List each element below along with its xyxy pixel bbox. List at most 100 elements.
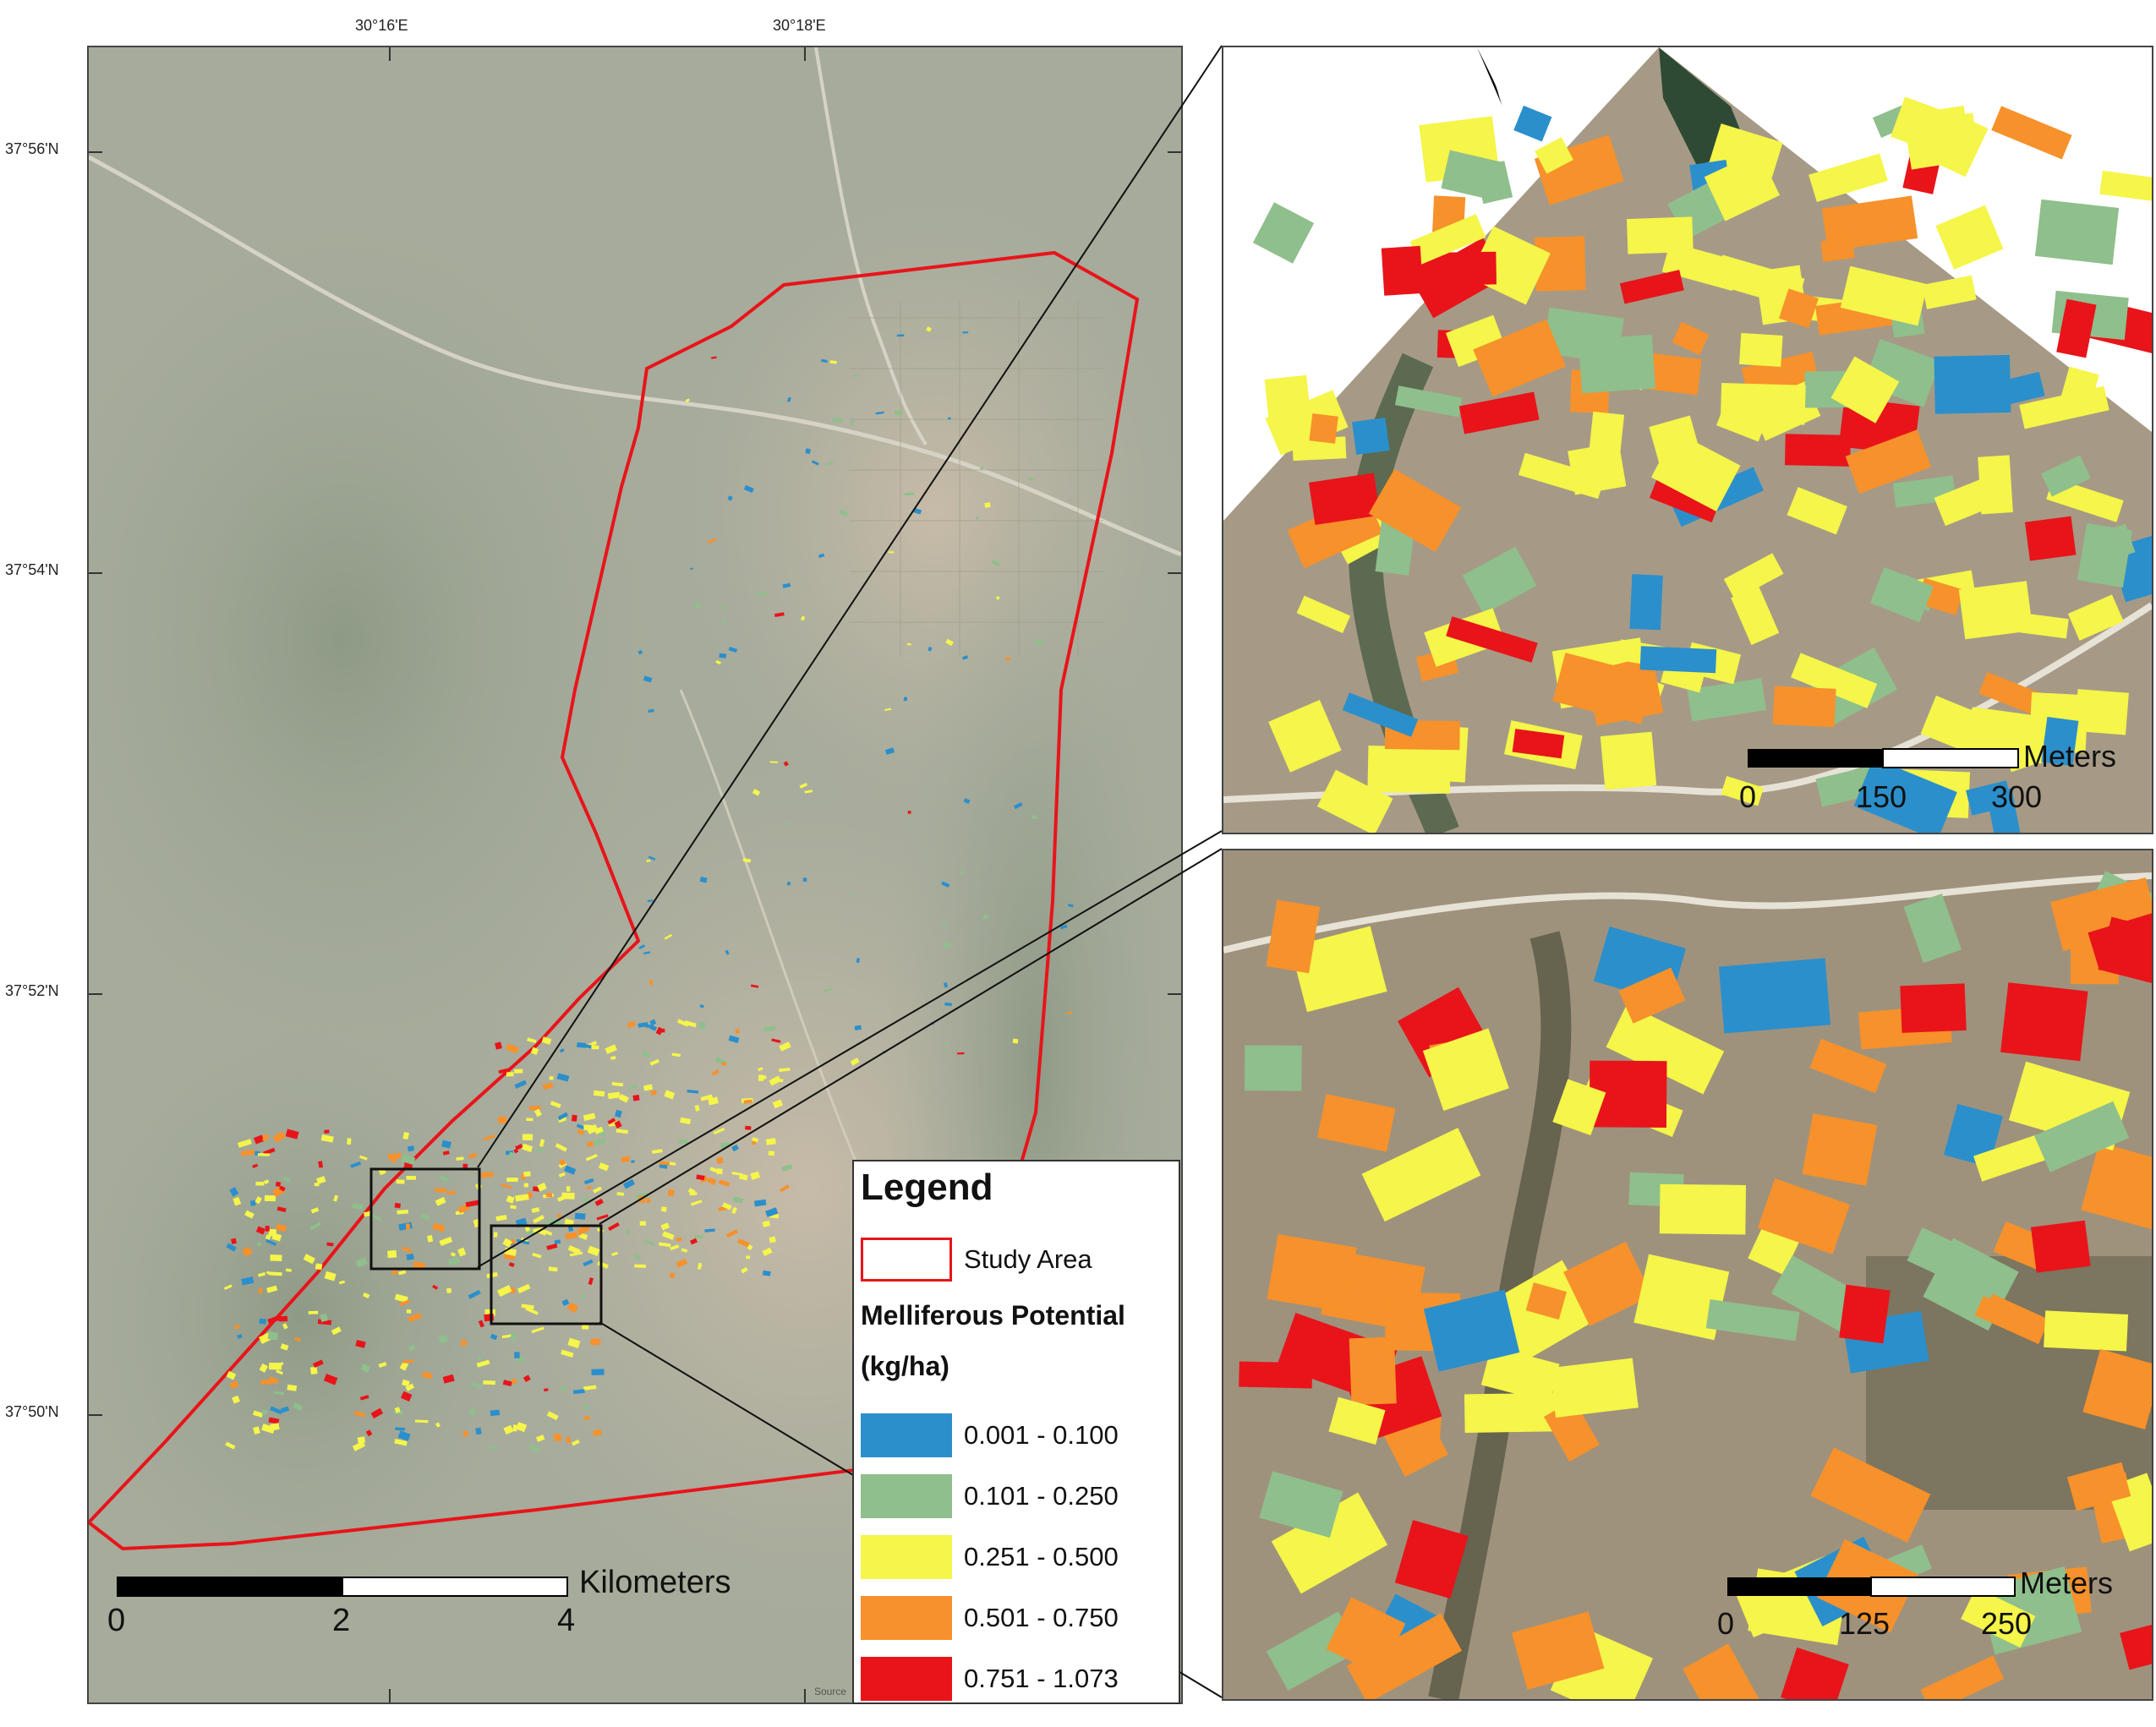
legend-class-label-4: 0.501 - 0.750 bbox=[964, 1603, 1119, 1632]
parcel bbox=[1991, 106, 2072, 160]
parcel bbox=[758, 1074, 764, 1081]
parcel bbox=[310, 1366, 318, 1375]
parcel bbox=[2044, 1310, 2129, 1352]
parcel bbox=[574, 1212, 586, 1220]
parcel bbox=[1469, 226, 1551, 305]
parcel bbox=[1346, 1613, 1463, 1699]
parcel bbox=[1012, 1038, 1019, 1044]
parcel bbox=[257, 1153, 270, 1156]
parcel bbox=[261, 1424, 276, 1434]
parcel bbox=[446, 1287, 452, 1293]
parcel bbox=[1342, 692, 1419, 737]
parcel bbox=[590, 1338, 601, 1346]
parcel bbox=[439, 1236, 453, 1246]
parcel bbox=[352, 1440, 366, 1451]
parcel bbox=[241, 1276, 254, 1286]
parcel bbox=[237, 1334, 243, 1339]
parcel bbox=[364, 1211, 371, 1217]
parcel bbox=[580, 1294, 586, 1300]
parcel bbox=[769, 761, 778, 763]
parcel bbox=[405, 1223, 411, 1230]
parcel bbox=[694, 603, 701, 608]
parcel bbox=[394, 1293, 408, 1303]
parcel bbox=[326, 1242, 334, 1247]
inset-bottom-scale-0: 0 bbox=[1717, 1606, 1735, 1641]
parcel bbox=[267, 1314, 282, 1325]
parcel bbox=[523, 1183, 528, 1188]
parcel bbox=[402, 1379, 410, 1387]
parcel bbox=[1317, 1094, 1396, 1152]
parcel bbox=[2120, 1614, 2152, 1670]
parcel bbox=[408, 1344, 416, 1352]
parcel bbox=[309, 1221, 321, 1231]
lon-tick-1: 30°16'E bbox=[355, 17, 408, 34]
parcel bbox=[745, 1125, 752, 1130]
parcel bbox=[1394, 1520, 1469, 1599]
inset-top-scale-black bbox=[1748, 749, 1883, 768]
parcel bbox=[315, 1263, 323, 1271]
lat-tick-2: 37°54'N bbox=[5, 561, 59, 578]
parcel bbox=[420, 1213, 430, 1221]
legend-panel: Legend Study Area Melliferous Potential … bbox=[852, 1160, 1180, 1704]
parcel bbox=[254, 1196, 262, 1205]
parcel bbox=[226, 1243, 237, 1252]
parcel bbox=[1252, 202, 1315, 264]
parcel bbox=[2019, 385, 2109, 429]
main-scale-bar-black bbox=[118, 1577, 342, 1596]
parcel bbox=[257, 1271, 266, 1277]
parcel bbox=[502, 1380, 512, 1387]
parcel bbox=[1820, 237, 1855, 262]
parcel bbox=[907, 810, 911, 814]
parcel bbox=[1900, 983, 1967, 1033]
inset-bottom-panel[interactable]: Meters 0 125 250 bbox=[1222, 849, 2153, 1701]
parcel bbox=[421, 1371, 433, 1380]
inset-top-scale-0: 0 bbox=[1739, 779, 1757, 814]
parcel bbox=[460, 1338, 468, 1347]
parcel bbox=[387, 1152, 402, 1160]
parcel bbox=[462, 1430, 468, 1437]
parcel bbox=[1259, 1471, 1343, 1538]
main-scale-label-4: 4 bbox=[557, 1603, 576, 1638]
parcel bbox=[2088, 910, 2152, 970]
parcel bbox=[402, 1359, 414, 1364]
parcel bbox=[561, 1349, 574, 1358]
parcel bbox=[1629, 574, 1663, 631]
parcel bbox=[446, 1190, 457, 1195]
parcel bbox=[1704, 150, 1781, 221]
parcel bbox=[496, 1284, 512, 1298]
parcel bbox=[2056, 298, 2097, 358]
parcel bbox=[397, 1430, 411, 1441]
parcel bbox=[1907, 1227, 2006, 1299]
parcel bbox=[768, 1150, 775, 1156]
parcel bbox=[398, 1270, 407, 1276]
parcel bbox=[1903, 894, 1962, 964]
parcel bbox=[264, 1194, 276, 1202]
parcel bbox=[525, 1307, 539, 1315]
parcel bbox=[2000, 982, 2088, 1062]
parcel bbox=[365, 1429, 373, 1437]
parcel bbox=[480, 1172, 494, 1178]
parcel bbox=[399, 1361, 409, 1371]
legend-class-label-2: 0.101 - 0.250 bbox=[964, 1481, 1119, 1511]
parcel bbox=[1840, 265, 1928, 326]
parcel bbox=[1672, 321, 1710, 356]
legend-class-swatch-1 bbox=[861, 1413, 952, 1457]
parcel bbox=[273, 1391, 284, 1396]
parcel bbox=[1659, 1183, 1747, 1235]
parcel bbox=[282, 1176, 291, 1183]
legend-study-area-swatch bbox=[861, 1238, 952, 1282]
parcel bbox=[333, 1194, 339, 1202]
parcel bbox=[1328, 1396, 1386, 1445]
inset-top-panel[interactable]: Meters 0 150 300 bbox=[1222, 46, 2153, 834]
parcel bbox=[632, 1094, 640, 1101]
parcel bbox=[1588, 411, 1625, 461]
parcel bbox=[1781, 1647, 1849, 1699]
parcel bbox=[1005, 657, 1011, 661]
parcel bbox=[904, 492, 915, 496]
parcel bbox=[882, 1051, 886, 1054]
parcel bbox=[442, 1374, 455, 1384]
parcel bbox=[253, 1426, 260, 1435]
parcel bbox=[267, 1331, 278, 1341]
parcel bbox=[528, 1444, 541, 1454]
parcel bbox=[1731, 585, 1780, 646]
